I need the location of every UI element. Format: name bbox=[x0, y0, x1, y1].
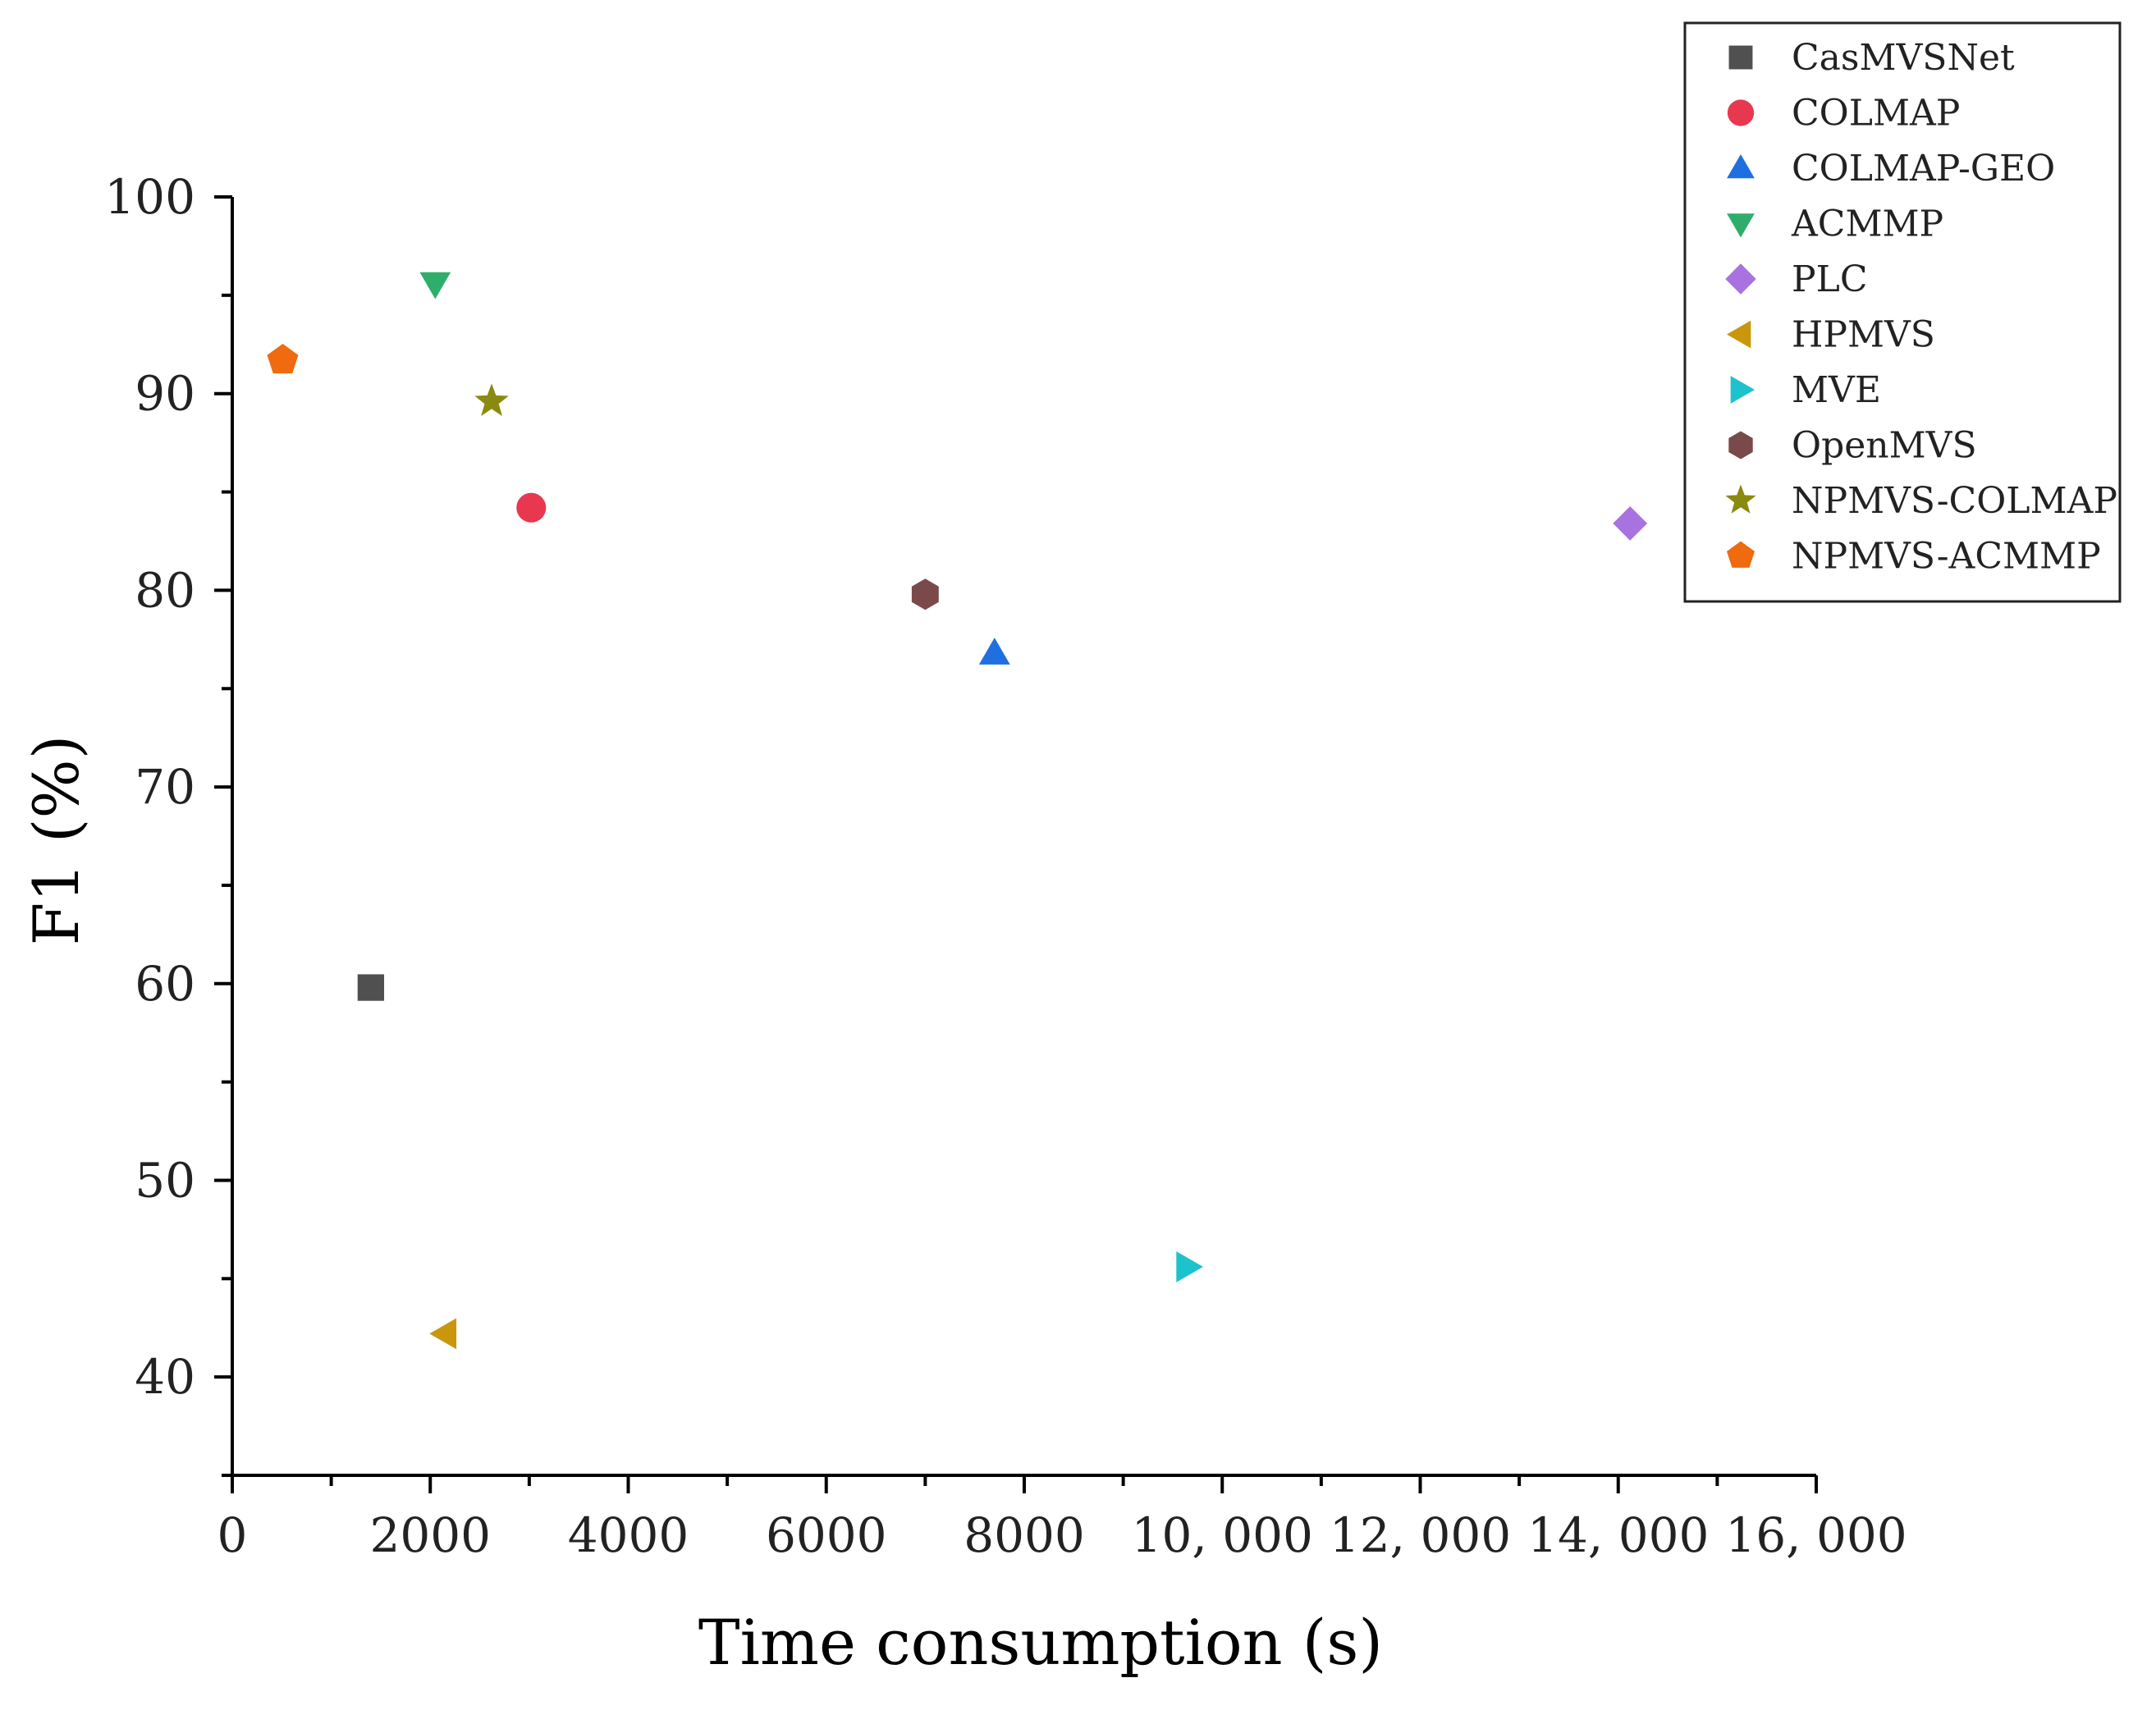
legend-box bbox=[1683, 21, 2122, 603]
legend-label: NPMVS-ACMMP bbox=[1792, 536, 2101, 578]
x-tick-label: 0 bbox=[217, 1507, 248, 1563]
x-tick-label: 6000 bbox=[766, 1507, 887, 1563]
legend-marker bbox=[1727, 541, 1755, 568]
y-tick-label: 90 bbox=[135, 366, 195, 422]
x-ticks: 0 2000 4000 6000 8000 10, 000 12, 000 14, 000 16… bbox=[217, 1475, 1907, 1563]
x-tick-label: 8000 bbox=[964, 1507, 1085, 1563]
y-tick-label: 100 bbox=[104, 169, 195, 225]
legend-marker bbox=[1727, 99, 1755, 126]
data-point: COLMAP-GEO bbox=[978, 638, 1010, 665]
legend-label: OpenMVS bbox=[1792, 425, 1977, 467]
legend-label: MVE bbox=[1792, 369, 1881, 411]
y-tick-label: 70 bbox=[135, 759, 195, 815]
legend-label: COLMAP bbox=[1792, 93, 1960, 135]
legend-label: PLC bbox=[1792, 258, 1868, 300]
x-tick-label: 16, 000 bbox=[1725, 1507, 1907, 1563]
legend-label: NPMVS-COLMAP bbox=[1792, 480, 2117, 522]
x-tick-label: 10, 000 bbox=[1132, 1507, 1313, 1563]
legend-marker bbox=[1728, 45, 1753, 70]
data-point: OpenMVS bbox=[911, 578, 939, 610]
y-tick-label: 40 bbox=[135, 1349, 195, 1405]
x-axis-title: Time consumption (s) bbox=[698, 1606, 1383, 1679]
y-tick-label: 50 bbox=[135, 1152, 195, 1208]
legend-marker bbox=[1728, 431, 1753, 460]
y-axis-title: F1 (%) bbox=[20, 735, 93, 946]
legend-marker bbox=[1727, 213, 1755, 238]
data-point: COLMAP bbox=[516, 492, 547, 523]
legend: CasMVSNet COLMAP COLMAP-GEO ACMMP PLC HPMVS MV… bbox=[1683, 21, 2122, 603]
legend-marker bbox=[1725, 484, 1756, 514]
y-tick-label: 80 bbox=[135, 562, 195, 618]
data-point: NPMVS-ACMMP bbox=[267, 344, 299, 374]
legend-marker bbox=[1727, 320, 1751, 349]
legend-label: CasMVSNet bbox=[1792, 37, 2015, 79]
x-tick-label: 12, 000 bbox=[1330, 1507, 1511, 1563]
legend-marker bbox=[1727, 154, 1755, 179]
legend-marker bbox=[1725, 263, 1756, 295]
data-point: PLC bbox=[1613, 506, 1648, 541]
legend-label: COLMAP-GEO bbox=[1792, 148, 2055, 190]
data-point: CasMVSNet bbox=[357, 974, 385, 1001]
x-tick-label: 4000 bbox=[568, 1507, 689, 1563]
x-tick-label: 14, 000 bbox=[1527, 1507, 1709, 1563]
data-point: NPMVS-COLMAP bbox=[474, 383, 509, 416]
axes bbox=[231, 197, 1816, 1477]
x-tick-label: 2000 bbox=[369, 1507, 491, 1563]
legend-marker bbox=[1730, 376, 1755, 404]
data-point: HPMVS bbox=[429, 1318, 457, 1350]
data-point: MVE bbox=[1176, 1251, 1203, 1282]
y-ticks: 40 50 60 70 80 90 100 bbox=[104, 169, 232, 1477]
legend-label: HPMVS bbox=[1792, 314, 1935, 356]
data-points: CasMVSNet COLMAP COLMAP-GEO ACMMP PLC HPMVS MV… bbox=[267, 272, 1648, 1350]
legend-label: ACMMP bbox=[1791, 203, 1943, 245]
y-tick-label: 60 bbox=[135, 956, 195, 1012]
data-point: ACMMP bbox=[419, 272, 451, 299]
